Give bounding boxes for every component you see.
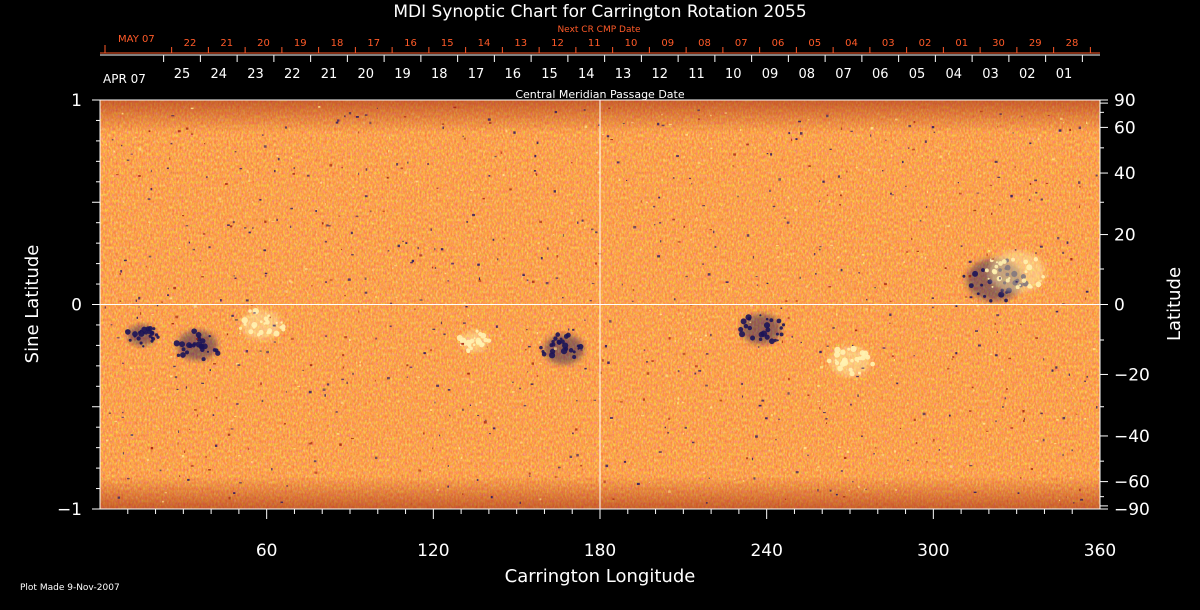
cmp-date-label: 12	[651, 67, 668, 82]
y-right-tick-label: −40	[1114, 427, 1150, 447]
y-left-tick-label: 1	[71, 91, 82, 111]
x-tick-label: 120	[417, 541, 449, 561]
cmp-date-label: 25	[174, 67, 191, 82]
cmp-label: Central Meridian Passage Date	[515, 88, 684, 101]
negative-polarity-region	[173, 328, 221, 362]
cmp-date-label: 24	[210, 67, 227, 82]
y-right-tick-label: 40	[1114, 164, 1136, 184]
next-cr-label: Next CR CMP Date	[557, 25, 641, 35]
next-cr-date-label: 21	[220, 38, 233, 49]
x-tick-label: 180	[584, 541, 616, 561]
y-right-tick-label: 20	[1114, 226, 1136, 246]
positive-polarity-region	[238, 307, 286, 340]
chart-title: MDI Synoptic Chart for Carrington Rotati…	[393, 2, 806, 22]
next-cr-date-label: 14	[478, 38, 491, 49]
y-left-tick-label: 0	[71, 296, 82, 316]
x-tick-label: 240	[750, 541, 782, 561]
cmp-date-label: 11	[688, 67, 705, 82]
cmp-date-label: 13	[615, 67, 632, 82]
next-cr-date-label: 30	[992, 38, 1005, 49]
next-cr-date-label: 20	[257, 38, 270, 49]
next-cr-date-label: 17	[367, 38, 380, 49]
cmp-date-label: 02	[1019, 67, 1036, 82]
cmp-date-label: 06	[872, 67, 889, 82]
next-cr-date-axis: 22 21 20 19 18 17 16 15 14 13 12 11 10 09 08 07 06 05 04 03…	[100, 38, 1100, 54]
cmp-date-label: 14	[578, 67, 595, 82]
next-cr-date-label: 29	[1029, 38, 1042, 49]
cmp-date-label: 07	[835, 67, 852, 82]
cmp-date-label: 15	[541, 67, 558, 82]
next-cr-date-label: 16	[404, 38, 417, 49]
next-cr-date-label: 03	[882, 38, 895, 49]
cmp-date-label: 19	[394, 67, 411, 82]
cmp-date-label: 20	[357, 67, 374, 82]
negative-polarity-region	[124, 324, 160, 348]
cmp-date-label: 18	[431, 67, 448, 82]
cmp-date-label: 08	[798, 67, 815, 82]
y-axis-right-label: Latitude	[1164, 267, 1185, 341]
next-cr-date-label: 07	[735, 38, 748, 49]
cmp-date-label: 01	[1056, 67, 1073, 82]
next-cr-date-label: 04	[845, 38, 858, 49]
cmp-date-label: 09	[762, 67, 779, 82]
cmp-date-axis: 25 24 23 22 21 20 19 18 17 16 15 14 13 12 11 10 09 08 07 06…	[100, 54, 1100, 82]
y-right-tick-label: −20	[1114, 365, 1150, 385]
cmp-date-label: 17	[468, 67, 485, 82]
next-cr-date-label: 02	[919, 38, 932, 49]
negative-polarity-region	[539, 332, 584, 365]
cmp-date-label: 21	[321, 67, 338, 82]
next-cr-month: MAY 07	[118, 34, 155, 45]
y-right-tick-label: −90	[1114, 500, 1150, 520]
x-axis: 60 120 180 240 300 360	[127, 509, 1116, 561]
plot-made-footer: Plot Made 9-Nov-2007	[20, 583, 120, 593]
y-axis-left-label: Sine Latitude	[22, 245, 43, 364]
positive-polarity-region	[826, 345, 875, 377]
y-left-tick-label: −1	[57, 500, 82, 520]
next-cr-date-label: 08	[698, 38, 711, 49]
y-right-tick-label: 60	[1114, 118, 1136, 138]
cmp-date-label: 04	[945, 67, 962, 82]
flux-specks	[104, 106, 1098, 504]
cmp-date-label: 16	[504, 67, 521, 82]
positive-polarity-region	[456, 329, 492, 354]
positive-polarity-region	[984, 250, 1045, 293]
next-cr-date-label: 22	[184, 38, 197, 49]
next-cr-date-label: 15	[441, 38, 454, 49]
next-cr-date-label: 06	[772, 38, 785, 49]
y-right-tick-label: 90	[1114, 91, 1136, 111]
next-cr-date-label: 18	[331, 38, 344, 49]
cmp-date-label: 10	[725, 67, 742, 82]
next-cr-date-label: 01	[955, 38, 968, 49]
cmp-date-label: 05	[909, 67, 926, 82]
negative-polarity-region	[738, 314, 786, 345]
x-tick-label: 300	[917, 541, 949, 561]
x-axis-label: Carrington Longitude	[505, 566, 696, 587]
y-right-tick-label: −60	[1114, 473, 1150, 493]
x-tick-label: 60	[256, 541, 278, 561]
next-cr-date-label: 10	[625, 38, 638, 49]
cmp-date-label: 03	[982, 67, 999, 82]
cmp-month: APR 07	[103, 72, 146, 86]
cmp-date-label: 22	[284, 67, 301, 82]
next-cr-date-label: 05	[808, 38, 821, 49]
next-cr-date-label: 09	[661, 38, 674, 49]
y-axis-left: 1 0 −1	[57, 91, 100, 520]
next-cr-date-label: 11	[588, 38, 601, 49]
next-cr-date-label: 13	[514, 38, 527, 49]
heatmap-plot-area	[99, 99, 1101, 510]
x-tick-label: 360	[1084, 541, 1116, 561]
y-right-tick-label: 0	[1114, 296, 1125, 316]
cmp-date-label: 23	[247, 67, 264, 82]
next-cr-date-label: 19	[294, 38, 307, 49]
magnetic-features	[124, 250, 1045, 377]
next-cr-date-label: 28	[1066, 38, 1079, 49]
next-cr-date-label: 12	[551, 38, 564, 49]
y-axis-right: 90 60 40 20 0 −20 −40 −60 −90	[1100, 91, 1150, 520]
